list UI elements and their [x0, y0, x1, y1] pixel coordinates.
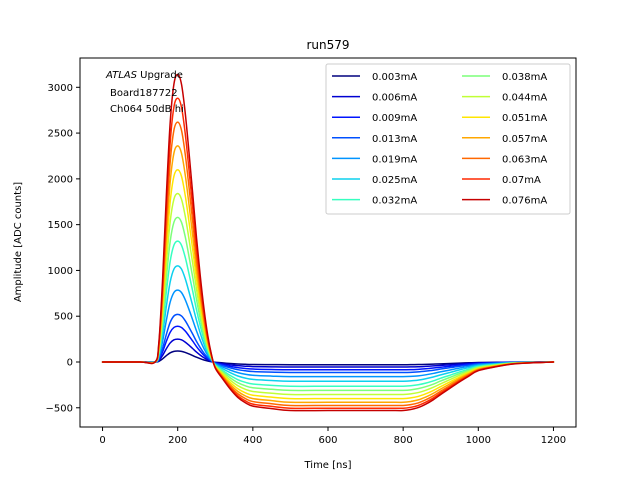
series-line-0.051mA [101, 168, 555, 400]
legend-label: 0.025mA [372, 175, 417, 186]
series-line-0.019mA [101, 289, 555, 378]
legend-label: 0.032mA [372, 196, 417, 207]
legend-item: 0.07mA [462, 175, 541, 186]
series-line-0.038mA [101, 216, 555, 392]
x-axis-label: Time [ns] [303, 460, 351, 471]
x-tick-label: 600 [318, 435, 337, 446]
x-tick-label: 400 [243, 435, 262, 446]
series-line-0.009mA [101, 325, 555, 371]
legend-label: 0.044mA [502, 93, 547, 104]
y-axis-label: Amplitude [ADC counts] [13, 182, 24, 302]
legend-label: 0.006mA [372, 93, 417, 104]
y-tick-label: 0 [67, 357, 73, 368]
legend-label: 0.07mA [502, 175, 541, 186]
series-line-0.076mA [101, 73, 555, 412]
legend-item: 0.051mA [462, 113, 547, 124]
series-line-0.003mA [101, 350, 555, 366]
x-tick-label: 200 [168, 435, 187, 446]
legend-label: 0.051mA [502, 113, 547, 124]
legend-item: 0.006mA [332, 93, 417, 104]
legend-item: 0.003mA [332, 72, 417, 83]
y-tick-label: 2500 [48, 129, 73, 140]
series-line-0.044mA [101, 192, 555, 396]
series-line-0.057mA [101, 145, 555, 404]
atlas-annotation: ATLAS Upgrade Board187722 Ch064 50dB hi [105, 70, 184, 115]
legend-label: 0.076mA [502, 196, 547, 207]
legend-label: 0.057mA [502, 134, 547, 145]
legend-label: 0.003mA [372, 72, 417, 83]
series-line-0.063mA [101, 121, 555, 407]
annotation-upgrade: Upgrade [137, 70, 183, 81]
annotation-line-1: ATLAS Upgrade [105, 70, 183, 81]
legend: 0.003mA 0.006mA 0.009mA 0.013mA 0.019mA 0.025… [325, 63, 571, 215]
x-tick-label: 800 [394, 435, 413, 446]
annotation-line-2: Board187722 [110, 88, 178, 99]
legend-item: 0.044mA [462, 93, 547, 104]
legend-label: 0.013mA [372, 134, 417, 145]
y-tick-label: −500 [46, 403, 73, 414]
y-tick-label: 1000 [48, 266, 73, 277]
y-axis: −500 0 500 1000 1500 2000 2500 3000 [46, 83, 80, 414]
legend-label: 0.038mA [502, 72, 547, 83]
series-line-0.006mA [101, 338, 555, 368]
legend-label: 0.009mA [372, 113, 417, 124]
annotation-atlas: ATLAS [105, 70, 138, 81]
legend-label: 0.019mA [372, 154, 417, 165]
x-tick-label: 0 [99, 435, 105, 446]
legend-label: 0.063mA [502, 154, 547, 165]
series-line-0.025mA [101, 265, 555, 383]
legend-item: 0.013mA [332, 134, 417, 145]
legend-item: 0.038mA [462, 72, 547, 83]
series-line-0.07mA [101, 97, 555, 410]
legend-item: 0.063mA [462, 154, 547, 165]
y-tick-label: 2000 [48, 174, 73, 185]
legend-frame [325, 63, 571, 215]
legend-item: 0.009mA [332, 113, 417, 124]
x-tick-label: 1200 [541, 435, 566, 446]
legend-item: 0.019mA [332, 154, 417, 165]
series-line-0.032mA [101, 240, 555, 388]
x-tick-label: 1000 [466, 435, 491, 446]
legend-item: 0.032mA [332, 196, 417, 207]
legend-item: 0.057mA [462, 134, 547, 145]
chart-title: run579 [306, 38, 349, 52]
y-tick-label: 500 [54, 312, 73, 323]
annotation-line-3: Ch064 50dB hi [110, 104, 184, 115]
legend-item: 0.076mA [462, 196, 547, 207]
y-tick-label: 1500 [48, 220, 73, 231]
y-tick-label: 3000 [48, 83, 73, 94]
legend-item: 0.025mA [332, 175, 417, 186]
x-axis: 0 200 400 600 800 1000 1200 [99, 427, 566, 446]
series-line-0.013mA [101, 313, 555, 374]
series-layer [101, 73, 555, 412]
